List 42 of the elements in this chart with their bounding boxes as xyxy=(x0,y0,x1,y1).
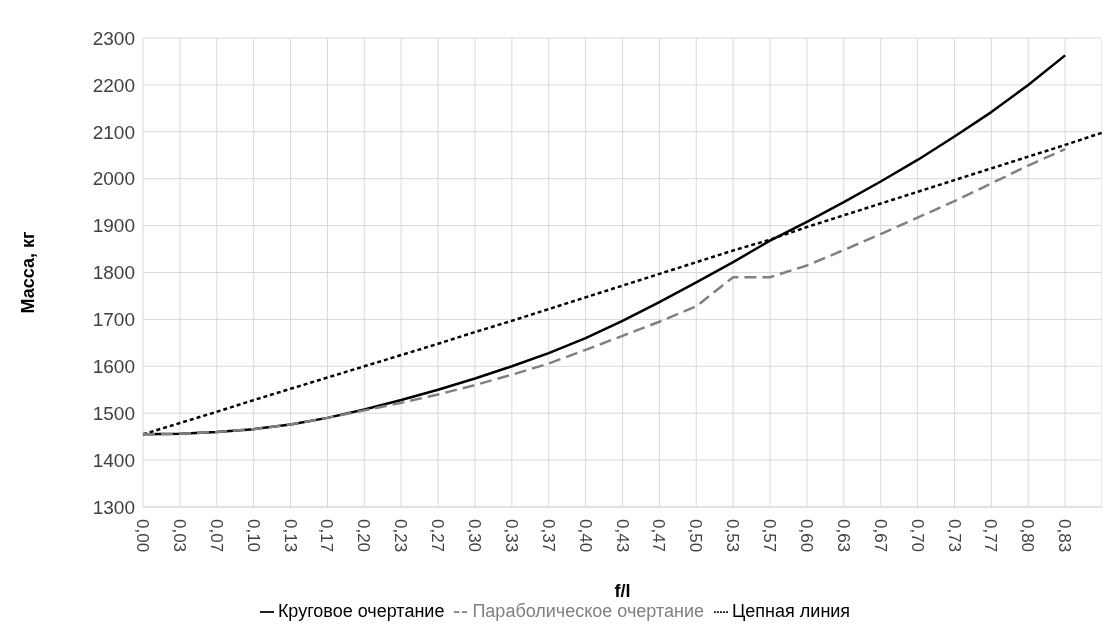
y-tick-label: 1900 xyxy=(92,215,135,237)
legend-label: Цепная линия xyxy=(732,601,851,621)
x-tick-label: 0,07 xyxy=(206,519,226,553)
x-tick-label: 0,13 xyxy=(280,519,300,553)
x-tick-label: 0,40 xyxy=(575,519,595,553)
x-tick-label: 0,57 xyxy=(760,519,780,553)
x-tick-label: 0,00 xyxy=(133,519,153,553)
x-tick-label: 0,80 xyxy=(1018,519,1038,553)
y-tick-label: 1800 xyxy=(92,262,135,284)
x-tick-label: 0,37 xyxy=(538,519,558,553)
x-tick-label: 0,47 xyxy=(649,519,669,553)
x-tick-label: 0,30 xyxy=(465,519,485,553)
x-tick-label: 0,77 xyxy=(981,519,1001,553)
x-tick-label: 0,10 xyxy=(243,519,263,553)
x-tick-label: 0,53 xyxy=(723,519,743,553)
x-tick-label: 0,20 xyxy=(354,519,374,553)
x-tick-label: 0,50 xyxy=(686,519,706,553)
x-tick-label: 0,73 xyxy=(944,519,964,553)
x-tick-label: 0,33 xyxy=(501,519,521,553)
y-tick-label: 2100 xyxy=(92,121,135,143)
y-axis-title: Масса, кг xyxy=(18,231,39,314)
y-tick-label: 1600 xyxy=(92,356,135,378)
x-tick-label: 0,03 xyxy=(169,519,189,553)
x-tick-label: 0,43 xyxy=(612,519,632,553)
y-tick-label: 2000 xyxy=(92,168,135,190)
x-tick-label: 0,83 xyxy=(1055,519,1075,553)
y-tick-label: 2300 xyxy=(92,27,135,49)
x-tick-label: 0,60 xyxy=(796,519,816,553)
y-tick-label: 1500 xyxy=(92,402,135,424)
legend-label: Круговое очертание xyxy=(277,601,445,621)
x-tick-label: 0,27 xyxy=(428,519,448,553)
y-tick-label: 1400 xyxy=(92,449,135,471)
x-tick-label: 0,67 xyxy=(870,519,890,553)
y-tick-label: 1300 xyxy=(92,496,135,518)
x-tick-label: 0,17 xyxy=(317,519,337,553)
x-tick-label: 0,23 xyxy=(391,519,411,553)
x-tick-label: 0,70 xyxy=(907,519,927,553)
y-tick-label: 1700 xyxy=(92,309,135,331)
y-tick-label: 2200 xyxy=(92,74,135,96)
legend-label: Параболическое очертание xyxy=(472,601,705,621)
x-tick-label: 0,63 xyxy=(833,519,853,553)
x-axis-title: f/l xyxy=(614,581,631,601)
